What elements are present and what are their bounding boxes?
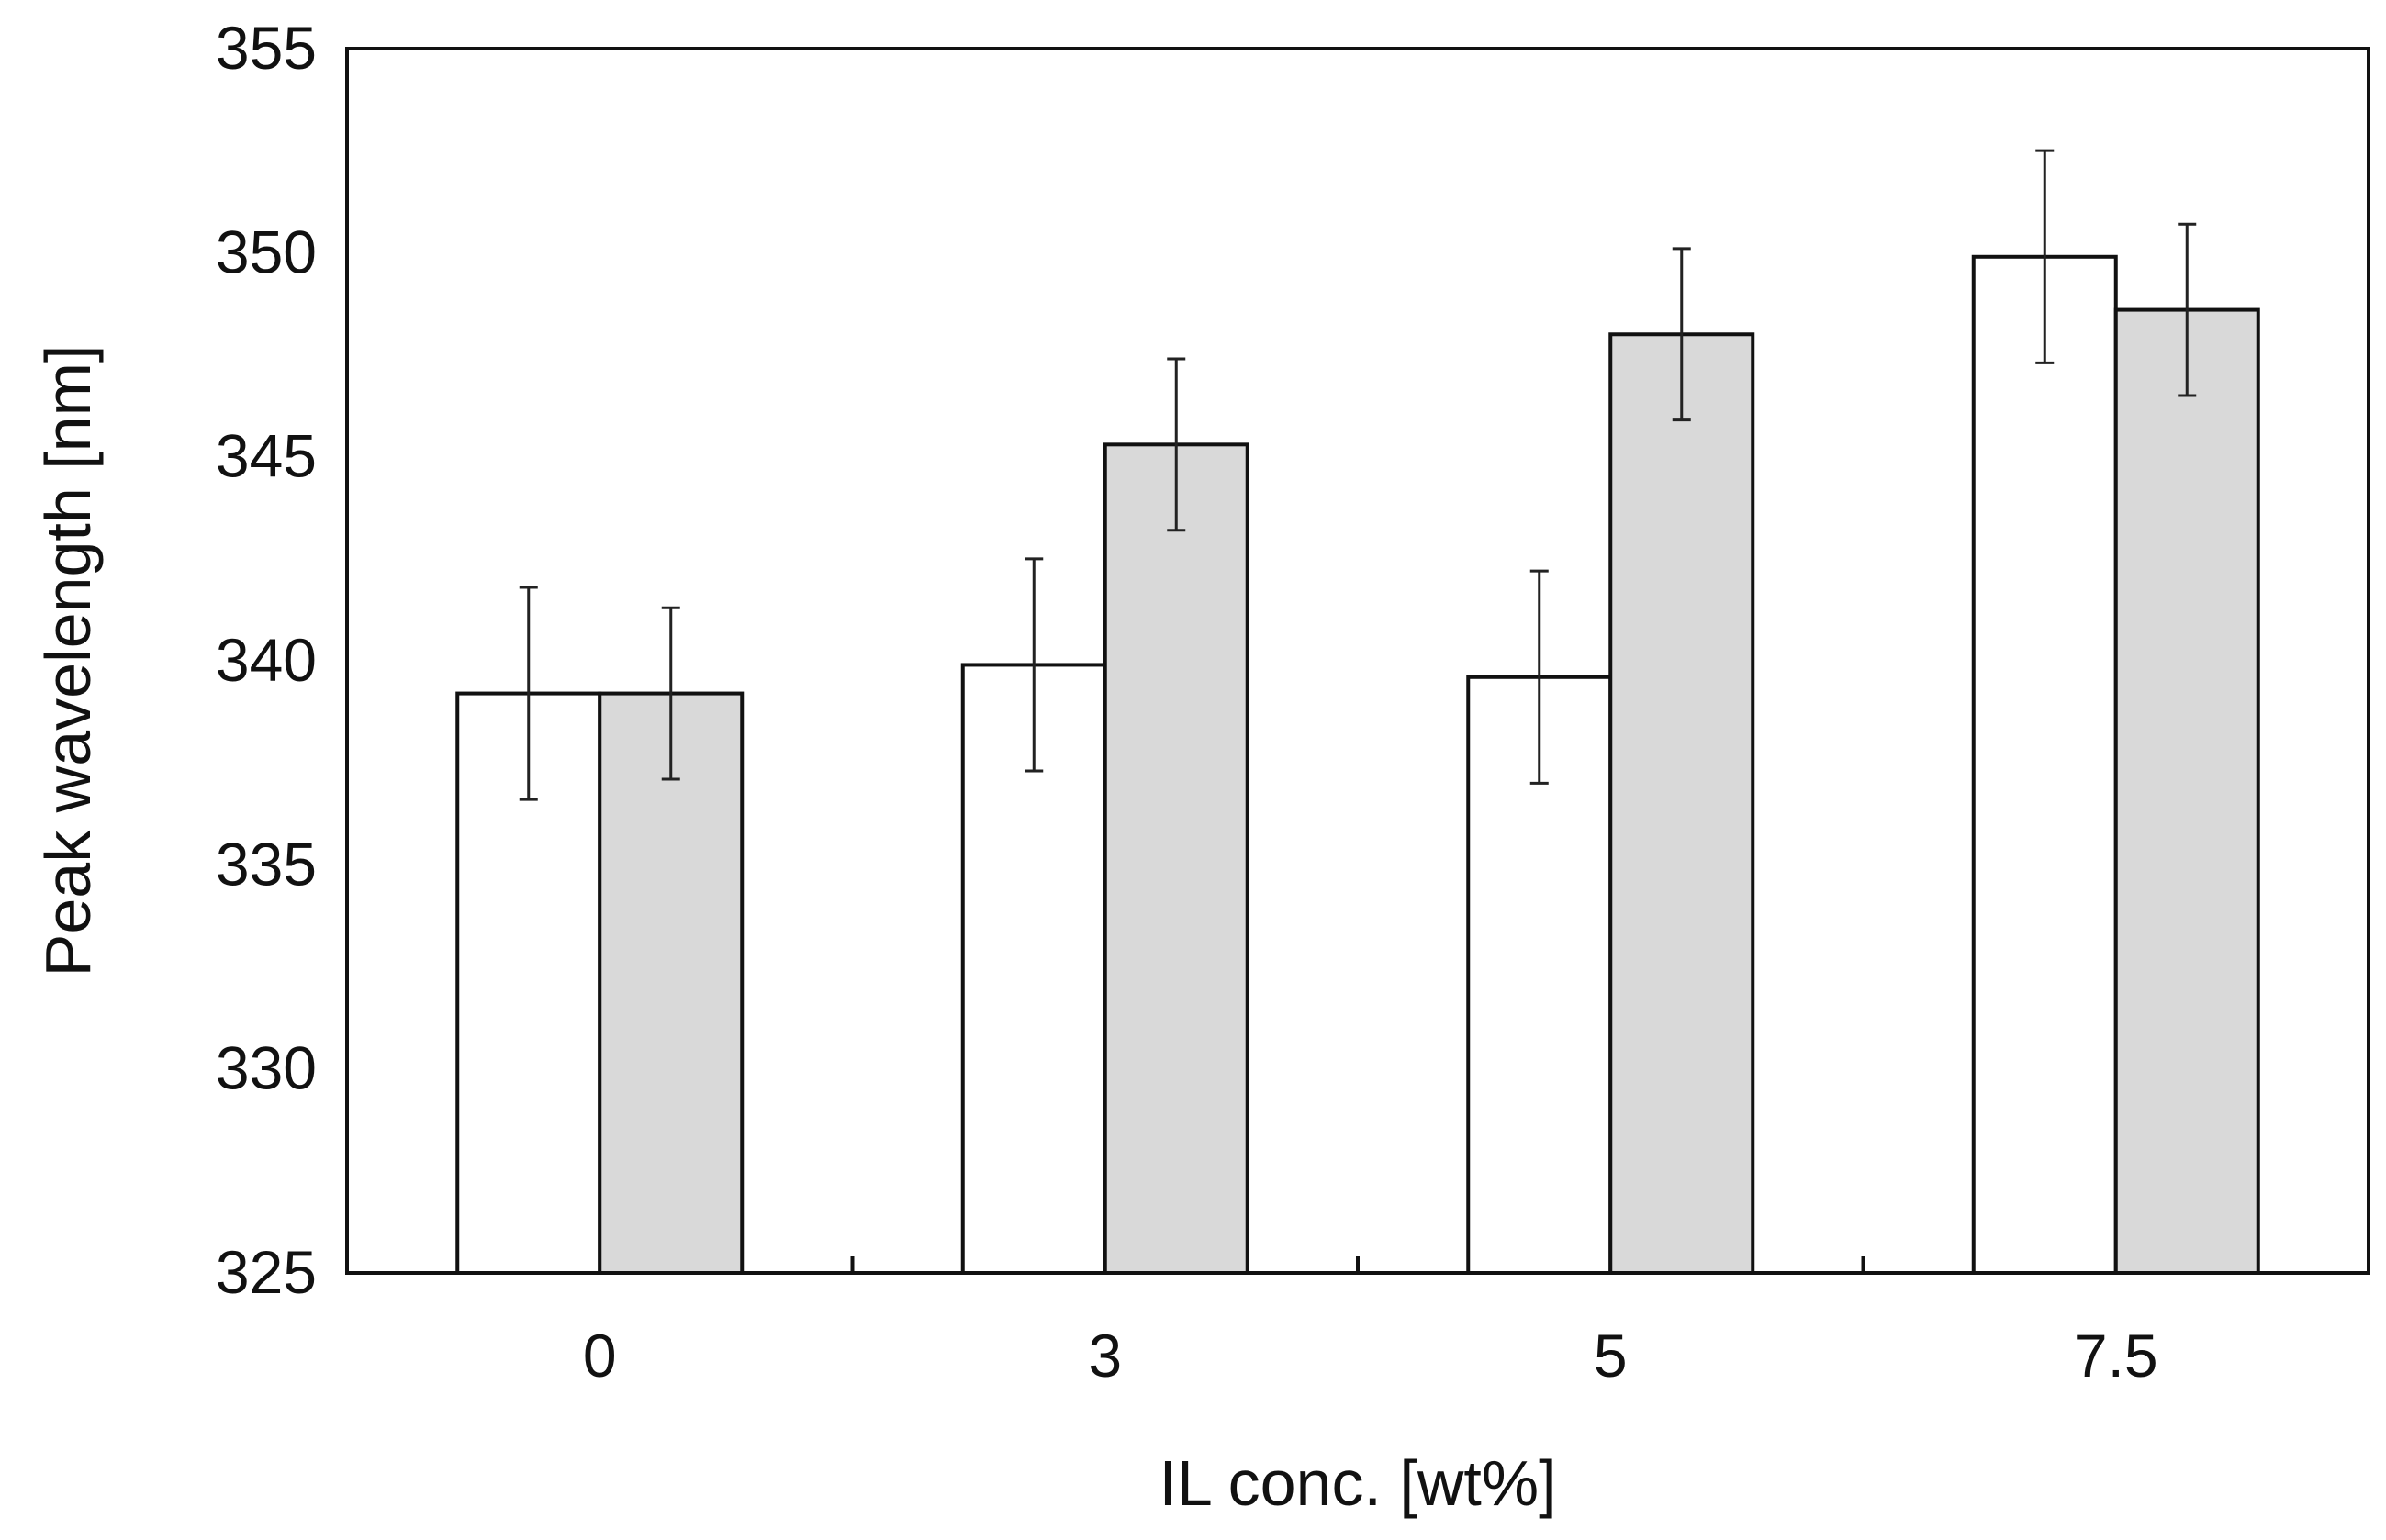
y-tick-label: 345 bbox=[216, 422, 317, 490]
y-tick-label: 335 bbox=[216, 830, 317, 898]
x-tick-label: 3 bbox=[1088, 1322, 1122, 1389]
bars-layer bbox=[455, 254, 2260, 1275]
y-axis: 325 330 335 340 345 350 355 bbox=[216, 14, 317, 1306]
y-tick-label: 340 bbox=[216, 626, 317, 694]
x-axis: 0 3 5 7.5 bbox=[583, 1256, 2158, 1389]
x-tick-label: 7.5 bbox=[2074, 1322, 2158, 1389]
x-axis-title: IL conc. [wt%] bbox=[1159, 1447, 1556, 1519]
y-tick-label: 325 bbox=[216, 1238, 317, 1306]
error-bars-layer bbox=[519, 149, 2197, 801]
x-tick-label: 0 bbox=[583, 1322, 617, 1389]
bar-series-2-5 bbox=[1608, 332, 1755, 1275]
y-axis-title: Peak wavelength [nm] bbox=[32, 345, 104, 977]
y-tick-label: 350 bbox=[216, 218, 317, 285]
bar-series-2-0 bbox=[598, 691, 745, 1275]
y-tick-label: 355 bbox=[216, 14, 317, 82]
x-tick-label: 5 bbox=[1594, 1322, 1628, 1389]
bar-series-2-7.5 bbox=[2113, 307, 2260, 1275]
y-tick-label: 330 bbox=[216, 1034, 317, 1102]
bar-series-2-3 bbox=[1103, 442, 1249, 1275]
bar-series-1-7.5 bbox=[1971, 254, 2118, 1275]
